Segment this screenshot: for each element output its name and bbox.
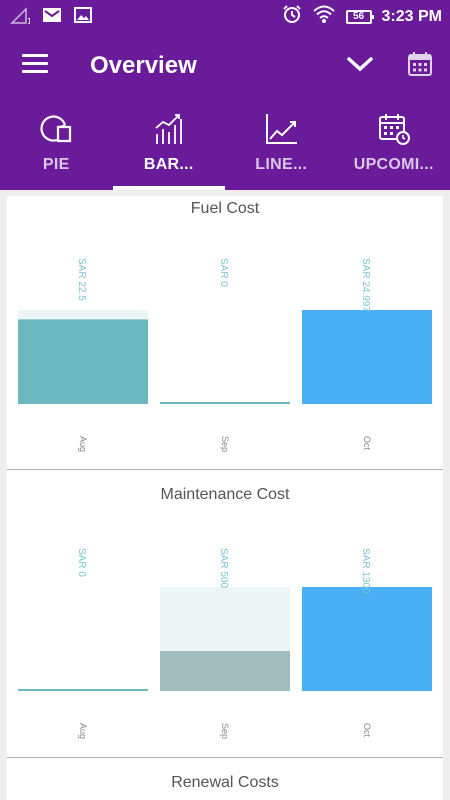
page-title: Overview [90, 52, 197, 79]
tab-label: UPCOMI... [353, 156, 434, 173]
maintenance-cost-chart: Maintenance Cost SAR 0 Aug SAR 500 Sep SAR 1… [7, 470, 443, 758]
renewal-costs-chart: Renewal Costs [7, 758, 443, 800]
bar-sep[interactable] [160, 402, 290, 404]
mail-icon [42, 7, 62, 28]
image-icon [74, 7, 92, 28]
battery-icon: 56 [345, 9, 374, 24]
chart-tabs: PIE BAR... LINE... UPCOMI... [0, 102, 450, 190]
calendar-icon[interactable] [406, 50, 434, 78]
chart-title: Renewal Costs [171, 774, 279, 791]
category-tick-label: Oct [362, 723, 372, 738]
tab-upcoming[interactable]: UPCOMI... [338, 102, 450, 190]
fuel-cost-chart: Fuel Cost SAR 22.5 Aug SAR 0 Sep SAR 24.997 O… [7, 196, 443, 470]
chart-title: Maintenance Cost [160, 486, 290, 503]
chart-title: Fuel Cost [190, 200, 260, 217]
pie-chart-icon [39, 112, 73, 146]
value-label: SAR 0 [218, 258, 229, 287]
category-tick-label: Aug [78, 723, 88, 739]
tab-label: LINE... [255, 156, 308, 173]
fuel-cost-plot: SAR 22.5 Aug SAR 0 Sep SAR 24.997 Oct [18, 258, 432, 452]
bar-chart-icon [152, 112, 186, 146]
maintenance-cost-plot: SAR 0 Aug SAR 500 Sep SAR 1300 Oct [18, 548, 432, 739]
category-tick-label: Aug [78, 436, 88, 452]
svg-text:1: 1 [27, 17, 30, 25]
tab-label: BAR... [143, 156, 194, 173]
charts-scroll-area[interactable]: Fuel Cost SAR 22.5 Aug SAR 0 Sep SAR 24.997 O… [7, 196, 443, 800]
clock-time: 3:23 PM [381, 7, 442, 25]
active-tab-indicator [112, 186, 225, 190]
bar-aug[interactable] [18, 689, 148, 691]
chevron-down-icon[interactable] [346, 52, 374, 76]
category-tick-label: Sep [220, 723, 230, 739]
category-tick-label: Oct [362, 436, 372, 451]
value-label: SAR 24.997 [360, 258, 371, 312]
signal-icon: 1 [10, 5, 32, 30]
wifi-icon [312, 4, 336, 29]
tab-pie[interactable]: PIE [0, 102, 113, 190]
bar-sep[interactable] [160, 651, 290, 691]
menu-icon[interactable] [22, 54, 48, 74]
calendar-clock-icon [377, 112, 411, 146]
alarm-icon [282, 4, 302, 29]
app-toolbar: Overview [0, 32, 450, 102]
bar-oct[interactable] [302, 310, 432, 404]
bar-aug[interactable] [18, 319, 148, 404]
value-label: SAR 500 [218, 548, 229, 588]
category-tick-label: Sep [220, 436, 230, 452]
line-chart-icon [264, 112, 298, 146]
value-label: SAR 1300 [360, 548, 371, 594]
tab-bar[interactable]: BAR... [112, 102, 225, 190]
tab-label: PIE [42, 156, 70, 173]
bar-oct[interactable] [302, 587, 432, 691]
tab-line[interactable]: LINE... [225, 102, 338, 190]
value-label: SAR 22.5 [76, 258, 87, 301]
value-label: SAR 0 [76, 548, 87, 577]
status-bar: 1 56 3:23 PM [0, 0, 450, 32]
